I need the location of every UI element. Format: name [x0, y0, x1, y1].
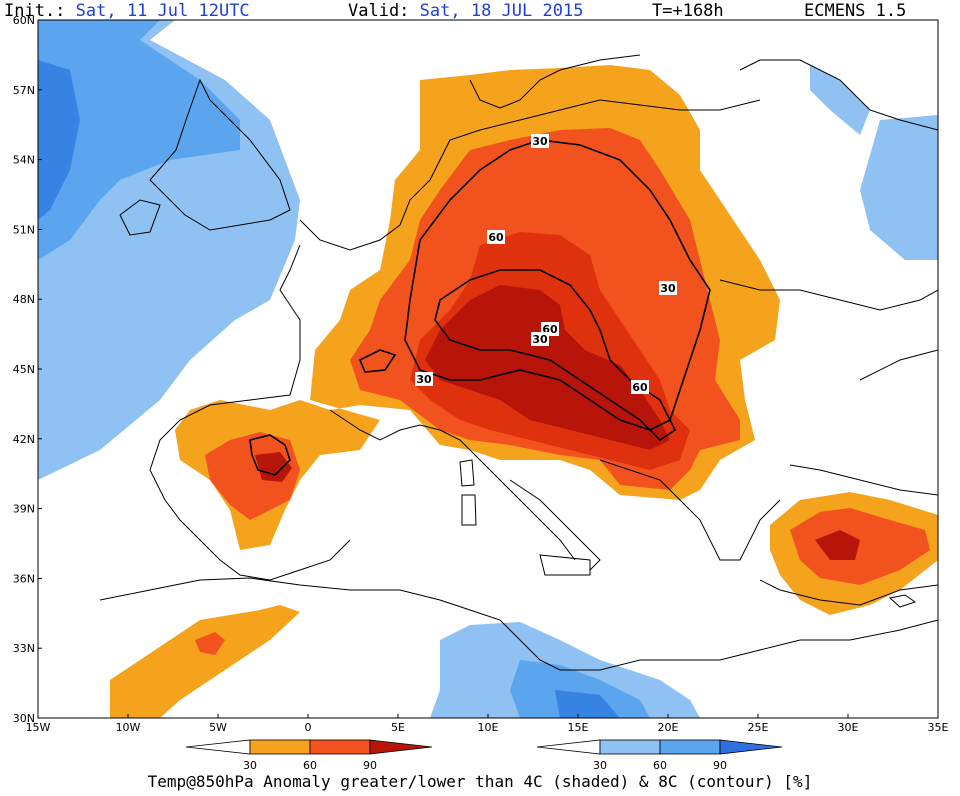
lon-label: 15E	[568, 721, 589, 734]
colorbar-cold-label-90: 90	[713, 759, 727, 772]
cold-anomaly-atlantic-60	[38, 20, 240, 260]
colorbar-warm-label-30: 30	[243, 759, 257, 772]
valid-label: Valid:	[348, 1, 410, 21]
colorbar-warm-label-90: 90	[363, 759, 377, 772]
lat-label: 60N	[13, 14, 35, 27]
colorbar-warm-30	[249, 739, 311, 755]
lon-label: 30E	[838, 721, 859, 734]
lat-label: 39N	[13, 503, 35, 516]
contour-label-box	[659, 281, 677, 295]
lat-label: 45N	[13, 363, 35, 376]
coastlines	[99, 54, 938, 671]
lead-time: T=+168h	[652, 1, 724, 21]
contour-label-box	[531, 134, 549, 148]
warm-anomaly-aegean-60	[790, 508, 930, 585]
lon-label: 5W	[209, 721, 227, 734]
contour-label-box	[415, 372, 433, 386]
warm-anomaly-maghreb-60	[195, 632, 225, 655]
init-time: Init.: Sat, 11 Jul 12UTC	[4, 0, 250, 22]
init-label: Init.:	[4, 1, 66, 21]
warm-anomaly-central-90	[425, 285, 670, 450]
warm-anomaly-aegean-90	[815, 530, 860, 560]
cold-anomaly-east-2	[860, 115, 938, 260]
lat-label: 51N	[13, 223, 35, 236]
colorbar-warm-over	[369, 739, 433, 755]
lon-label: 10E	[478, 721, 499, 734]
colorbar-cold-under	[536, 739, 601, 755]
colorbar-cold-label-30: 30	[593, 759, 607, 772]
colorbar-cold-over	[719, 739, 783, 755]
lon-label: 10W	[116, 721, 141, 734]
colorbar-cold: 30 60 90	[536, 739, 783, 772]
lat-label: 54N	[13, 154, 35, 167]
valid-time: Valid: Sat, 18 JUL 2015	[348, 0, 583, 22]
longitude-axis: 15W 10W 5W 0 5E 10E 15E 20E 25E 30E 35E	[26, 714, 949, 734]
lon-label: 25E	[748, 721, 769, 734]
contour-label: 30	[416, 373, 432, 386]
latitude-axis: 60N 57N 54N 51N 48N 45N 42N 39N 36N 33N 30N	[13, 14, 42, 725]
valid-value: Sat, 18 JUL 2015	[419, 1, 584, 21]
model-name: ECMENS 1.5	[804, 1, 907, 21]
colorbar-cold-label-60: 60	[653, 759, 667, 772]
lat-label: 33N	[13, 642, 35, 655]
contour-label: 30	[660, 282, 676, 295]
lat-label: 48N	[13, 293, 35, 306]
colorbar-warm-60	[309, 739, 371, 755]
footer-caption: Temp@850hPa Anomaly greater/lower than 4…	[147, 772, 813, 791]
colorbar-cold-60	[659, 739, 721, 755]
warm-anomaly-maghreb-30	[110, 605, 300, 718]
lon-label: 5E	[391, 721, 405, 734]
lat-label: 57N	[13, 84, 35, 97]
warm-anomaly-iberia-90	[255, 452, 292, 482]
cold-anomaly-africa-60	[510, 660, 650, 718]
lat-label: 36N	[13, 572, 35, 585]
contour-label-box	[487, 230, 505, 244]
contour-label: 30	[532, 135, 548, 148]
colorbar-warm: 30 60 90	[185, 739, 433, 772]
contour-label-box	[631, 380, 649, 394]
lon-label: 20E	[658, 721, 679, 734]
cold-anomaly-africa-90	[555, 690, 620, 718]
init-value: Sat, 11 Jul 12UTC	[75, 1, 250, 21]
colorbar-warm-label-60: 60	[303, 759, 317, 772]
colorbar-cold-30	[599, 739, 661, 755]
colorbar-warm-under	[185, 739, 251, 755]
contour-label: 30	[532, 333, 548, 346]
contour-label-box	[531, 332, 549, 346]
contour-label: 60	[632, 381, 648, 394]
cold-anomaly-atlantic-90	[38, 60, 80, 220]
lat-label: 30N	[13, 712, 35, 725]
cold-anomaly-east	[810, 65, 870, 135]
contour-label: 60	[488, 231, 504, 244]
lon-label: 0	[305, 721, 312, 734]
lon-label: 15W	[26, 721, 51, 734]
lon-label: 35E	[928, 721, 949, 734]
lat-label: 42N	[13, 433, 35, 446]
